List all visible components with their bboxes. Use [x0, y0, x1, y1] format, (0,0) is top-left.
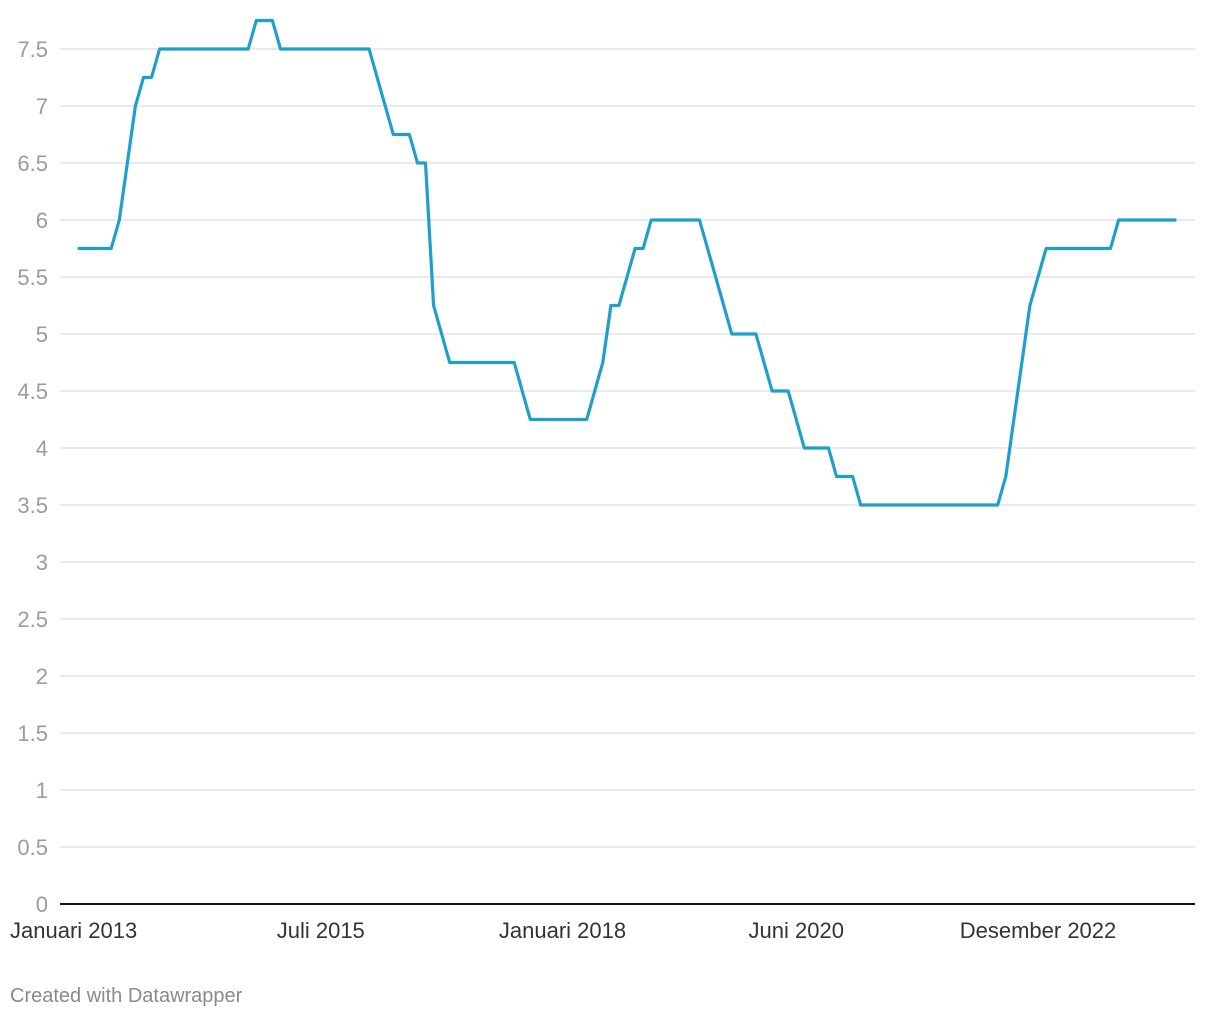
y-tick-label: 6	[36, 208, 48, 233]
y-tick-label: 2	[36, 664, 48, 689]
x-tick-label: Juli 2015	[277, 918, 365, 943]
gridlines	[60, 48, 1195, 848]
y-tick-label: 3	[36, 550, 48, 575]
credit-text: Created with Datawrapper	[10, 985, 243, 1007]
y-tick-label: 4.5	[17, 379, 48, 404]
x-tick-label: Januari 2013	[10, 918, 137, 943]
line-chart: 0 0.5 1 1.5 2 2.5 3 3.5 4 4.5 5 5.5 6 6.5 7 7.5 Januari…	[10, 18, 1195, 943]
series-layer	[77, 18, 1177, 507]
x-tick-label: Desember 2022	[960, 918, 1117, 943]
y-axis-ticks: 0 0.5 1 1.5 2 2.5 3 3.5 4 4.5 5 5.5 6 6.5 7 7.5	[17, 37, 48, 917]
y-tick-label: 1	[36, 778, 48, 803]
y-tick-label: 4	[36, 436, 48, 461]
y-tick-label: 1.5	[17, 721, 48, 746]
y-tick-label: 0	[36, 892, 48, 917]
series-line	[77, 18, 1177, 507]
y-tick-label: 0.5	[17, 835, 48, 860]
y-tick-label: 6.5	[17, 151, 48, 176]
y-tick-label: 3.5	[17, 493, 48, 518]
x-tick-label: Juni 2020	[749, 918, 844, 943]
y-tick-label: 7	[36, 94, 48, 119]
y-tick-label: 5	[36, 322, 48, 347]
y-tick-label: 7.5	[17, 37, 48, 62]
x-tick-label: Januari 2018	[499, 918, 626, 943]
y-tick-label: 2.5	[17, 607, 48, 632]
y-tick-label: 5.5	[17, 265, 48, 290]
x-axis-ticks: Januari 2013 Juli 2015 Januari 2018 Juni 20…	[10, 918, 1116, 943]
